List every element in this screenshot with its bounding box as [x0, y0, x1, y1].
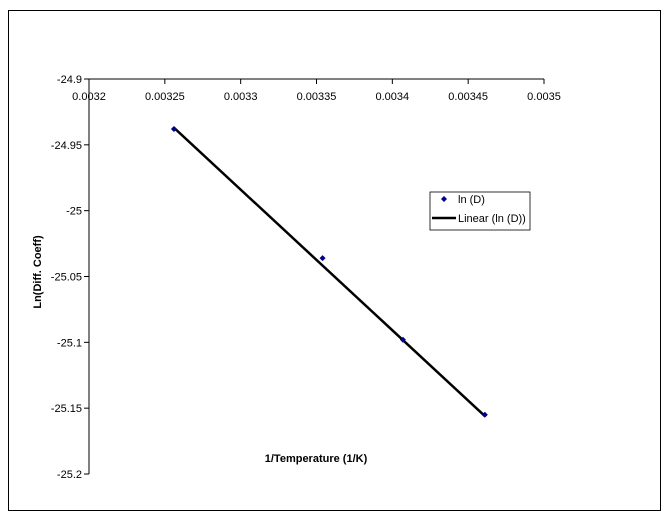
x-ticks: 0.0032 0.00325 0.0033 0.00335 0.0034 0.00345 0… [72, 79, 561, 103]
legend-box [429, 191, 531, 231]
legend-diamond-marker [441, 196, 447, 202]
y-tick-label: -25.1 [57, 337, 82, 349]
legend: ln (D) Linear (ln (D)) [429, 191, 531, 231]
legend-entry-scatter: ln (D) [441, 194, 485, 206]
chart-frame [8, 10, 661, 511]
data-point [170, 126, 177, 133]
y-ticks: -24.9 -24.95 -25 -25.05 -25.1 -25.15 -25.2 [51, 74, 89, 481]
y-tick-label: -24.95 [51, 140, 82, 152]
data-point [481, 411, 488, 418]
y-tick-label: -25.2 [57, 469, 82, 481]
legend-entry-trendline: Linear (ln (D)) [432, 213, 526, 225]
x-tick-label: 0.0034 [376, 91, 410, 103]
legend-label-scatter: ln (D) [458, 194, 485, 206]
x-tick-label: 0.0032 [72, 91, 106, 103]
y-tick-label: -24.9 [57, 74, 82, 86]
x-tick-label: 0.0033 [224, 91, 258, 103]
legend-label-trendline: Linear (ln (D)) [458, 213, 526, 225]
y-tick-label: -25 [66, 206, 82, 218]
x-tick-label: 0.00335 [297, 91, 337, 103]
y-axis-title: Ln(Diff. Coeff) [32, 235, 44, 309]
data-point [319, 255, 326, 262]
axes [88, 78, 544, 474]
y-tick-label: -25.05 [51, 272, 82, 284]
y-tick-label: -25.15 [51, 403, 82, 415]
data-point [399, 336, 406, 343]
trendline [173, 126, 486, 417]
x-tick-label: 0.00325 [145, 91, 185, 103]
series-layer [170, 126, 488, 418]
x-tick-label: 0.0035 [527, 91, 561, 103]
x-axis-title: 1/Temperature (1/K) [265, 453, 368, 465]
x-tick-label: 0.00345 [448, 91, 488, 103]
